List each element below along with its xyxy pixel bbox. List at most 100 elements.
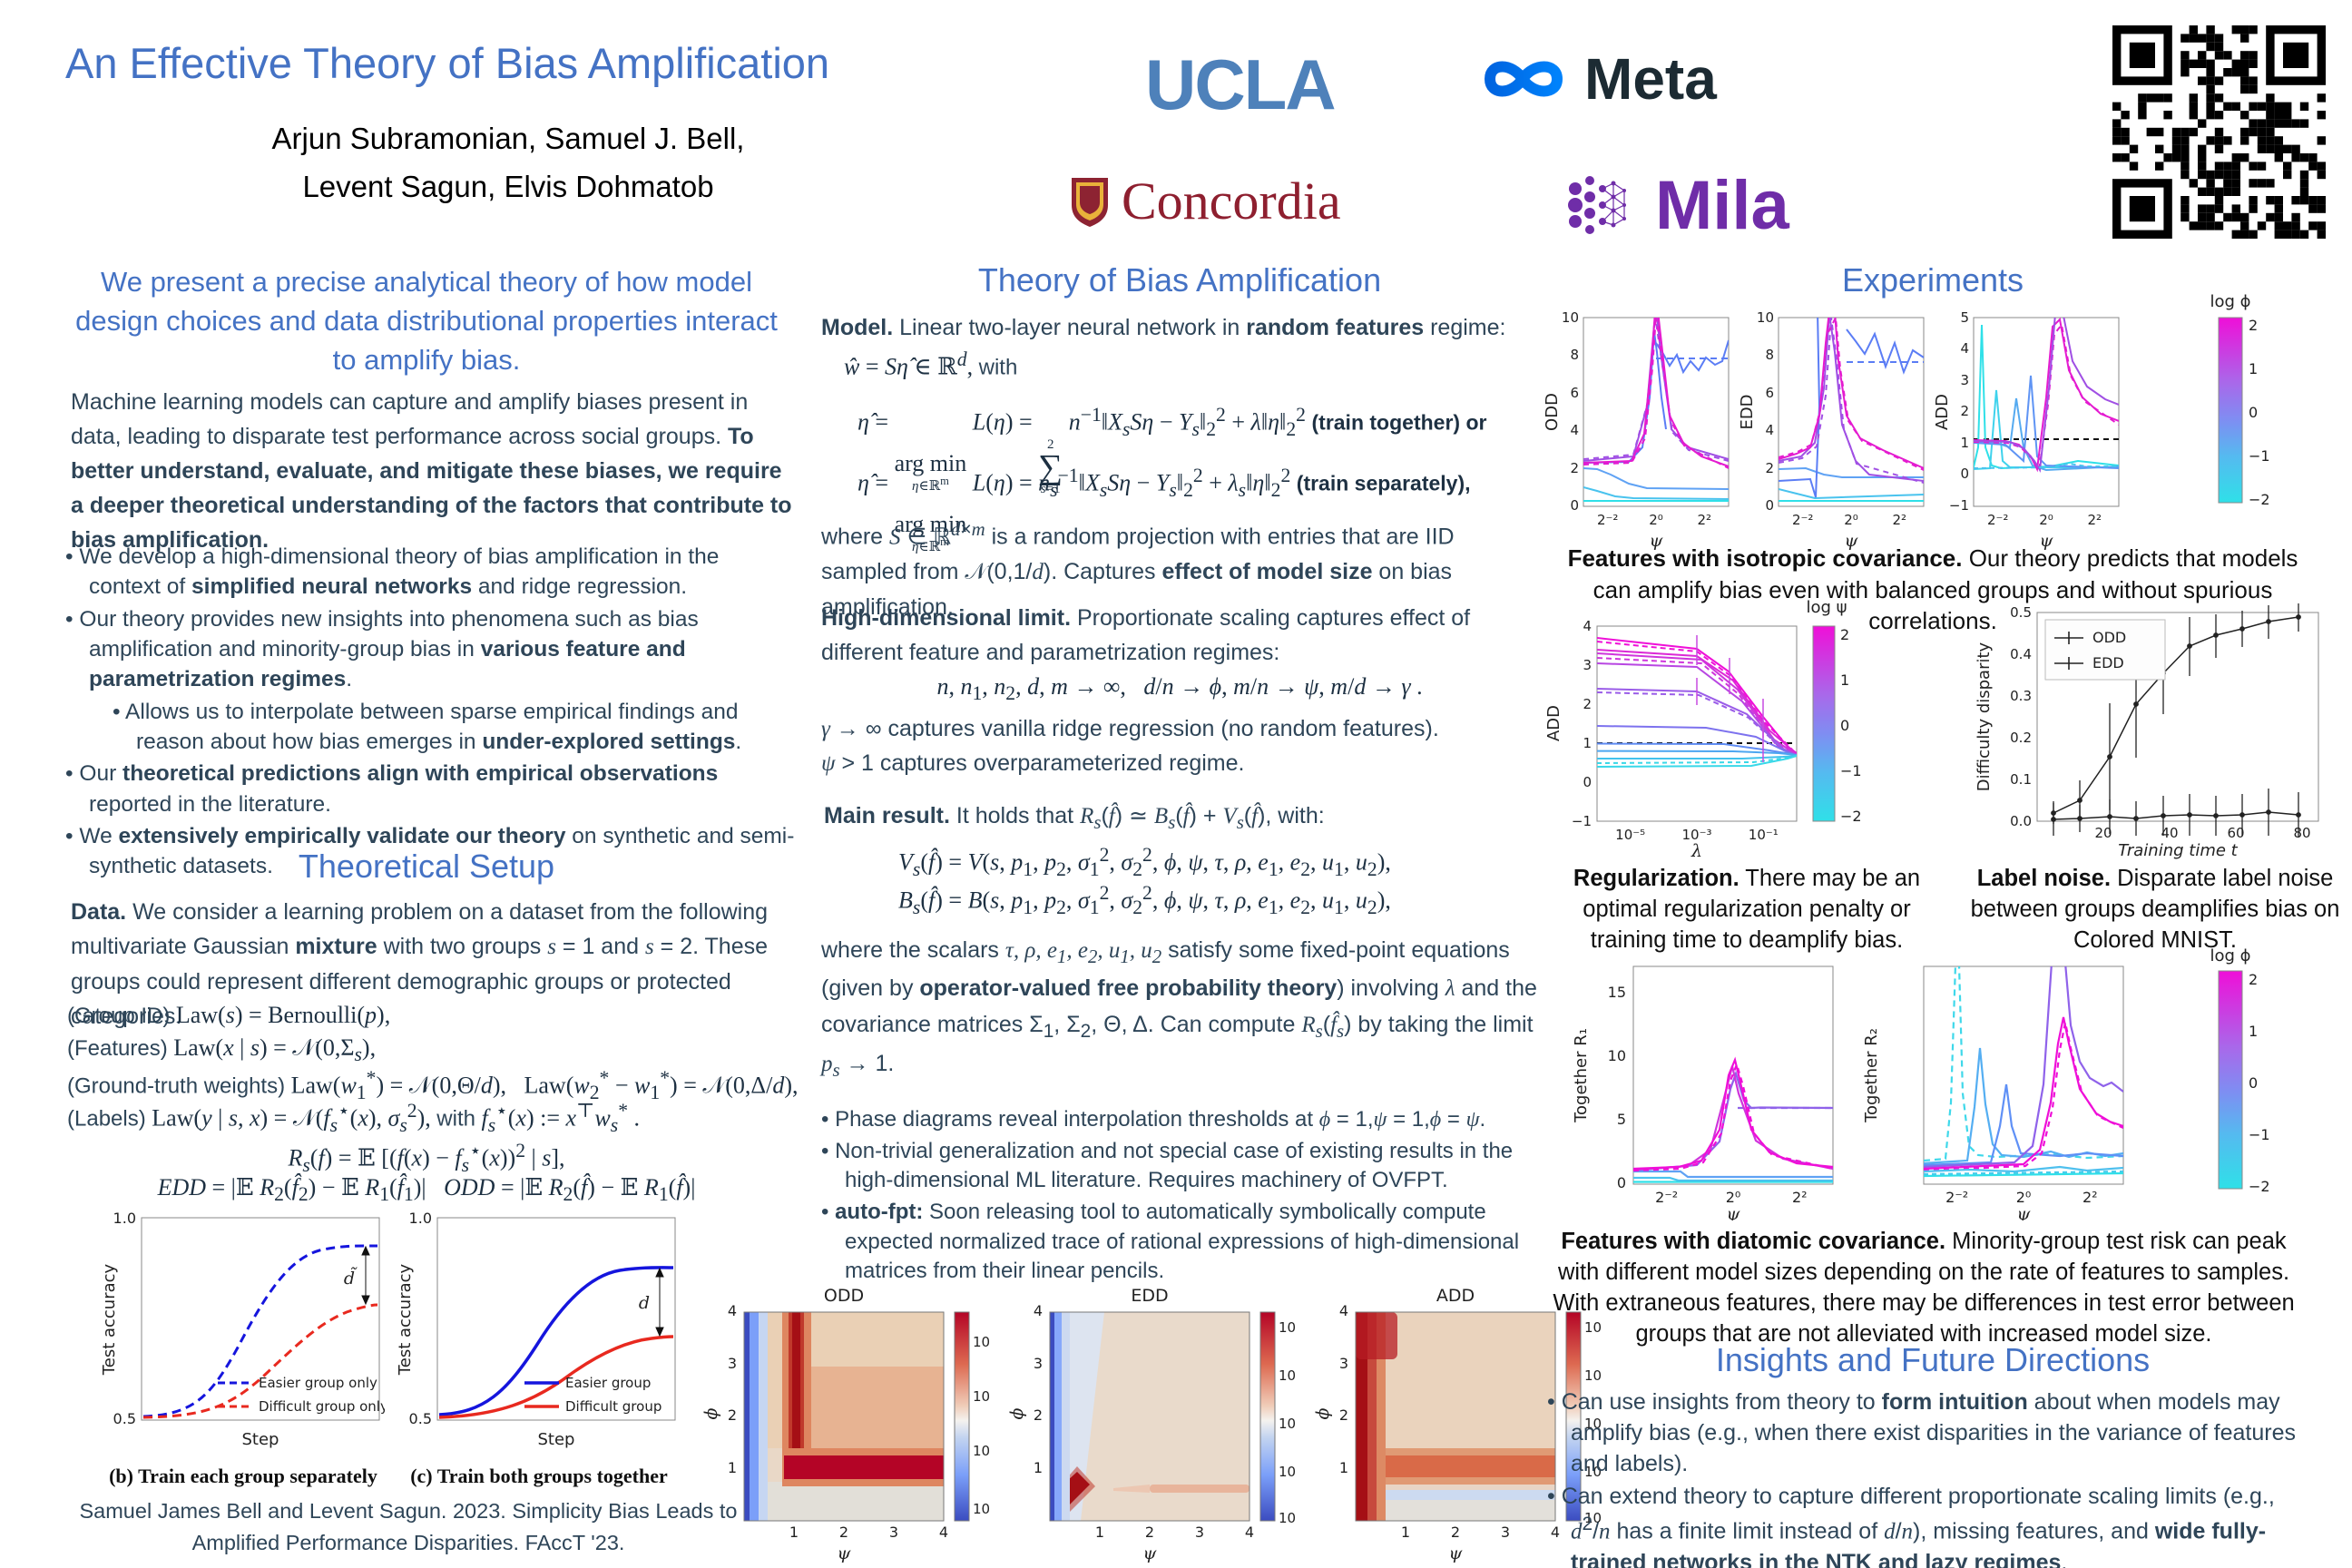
curves xyxy=(1633,1056,1833,1183)
tick-label: 10⁻³ xyxy=(1681,827,1711,843)
tick-label: 10⁻³ xyxy=(973,1501,989,1517)
insights-list: Can use insights from theory to form int… xyxy=(1547,1387,2314,1568)
tick-label: 2 xyxy=(2249,971,2258,988)
list-item: We develop a high-dimensional theory of … xyxy=(65,542,796,603)
x-axis-label: ψ xyxy=(2040,531,2054,551)
edd-series xyxy=(2051,603,2301,824)
tick-label: 2² xyxy=(1698,512,1712,528)
tick-label: 1.0 xyxy=(409,1210,432,1227)
tick-label: 40 xyxy=(2161,825,2178,841)
x-ticks: 2⁻² 2⁰ 2² 2⁻² 2⁰ 2² ψ ψ xyxy=(1655,1189,2097,1220)
regularization-plot: log ψ ADD 4 3 2 1 0 −1 xyxy=(1544,598,1862,859)
curves xyxy=(1779,318,1924,502)
x-axis-label: ψ xyxy=(2017,1204,2032,1220)
y-axis-label: ϕ xyxy=(1007,1407,1027,1419)
colorbar-label: log ϕ xyxy=(2210,948,2250,965)
equation-labels: (Labels) Law(y | s, x) = 𝒩(fs⋆(x), σs2),… xyxy=(67,1100,641,1136)
equation-features: (Features) Law(x | s) = 𝒩(0,Σs), xyxy=(67,1034,377,1066)
tick-label: 0 xyxy=(1617,1174,1626,1191)
curve-difficult xyxy=(438,1335,674,1419)
list-item: We extensively empirically validate our … xyxy=(65,821,796,882)
legend: Easier group Difficult group xyxy=(524,1375,662,1415)
tick-label: −2 xyxy=(2249,1178,2270,1195)
colorbar xyxy=(1259,1311,1276,1522)
caption-diatomic: Features with diatomic covariance. Minor… xyxy=(1553,1229,2295,1347)
tick-label: 0.5 xyxy=(113,1410,136,1427)
legend-label: EDD xyxy=(2092,654,2124,671)
heatmap-area xyxy=(1049,1311,1250,1522)
tick-label: 2⁰ xyxy=(1844,512,1858,528)
heatmap-area xyxy=(743,1311,945,1522)
equation-risk: Rs(f) = 𝔼 [(f(x) − fs⋆(x))2 | s], xyxy=(288,1140,565,1176)
intro-paragraph: Machine learning models can capture and … xyxy=(71,389,792,553)
tick-label: 1.0 xyxy=(113,1210,136,1227)
tick-label: 0.5 xyxy=(409,1410,432,1427)
mila-wordmark: Mila xyxy=(1655,166,1789,244)
figure-train-separately: 1.0 0.5 Test accuracy Step d̃ Easier gro… xyxy=(102,1210,385,1449)
tick-label: 4 xyxy=(1034,1302,1043,1319)
gap-arrow xyxy=(361,1245,370,1306)
curves xyxy=(1924,966,2123,1178)
legend-label: Easier group only xyxy=(259,1375,377,1391)
y-axis-label: EDD xyxy=(1738,394,1757,429)
tick-label: 2⁰ xyxy=(1649,512,1663,528)
experiments-row1: ODD 10 8 6 4 2 0 EDD 10 8 6 4 2 0 xyxy=(1543,292,2270,551)
section-heading-theoretical-setup: Theoretical Setup xyxy=(298,848,555,885)
section-heading-experiments: Experiments xyxy=(1841,261,2024,299)
tick-label: 2² xyxy=(2088,512,2102,528)
tick-label: 2⁰ xyxy=(2039,512,2053,528)
tick-label: 0 xyxy=(1960,466,1969,482)
legend-label: Easier group xyxy=(565,1375,651,1391)
tick-label: 2 xyxy=(1583,696,1592,712)
x-axis-label: ψ xyxy=(1449,1544,1464,1563)
equation-disparities: EDD = |𝔼 R2(f̂2) − 𝔼 R1(f̂1)| ODD = |𝔼 R… xyxy=(157,1174,696,1206)
gap-label: d̃ xyxy=(344,1268,358,1289)
tick-label: 0 xyxy=(1765,497,1774,514)
tick-label: 4 xyxy=(1570,422,1579,438)
gap-arrow xyxy=(655,1267,664,1338)
tick-label: 0 xyxy=(2249,1074,2258,1092)
tick-label: 20 xyxy=(2094,825,2112,841)
tick-label: 1 xyxy=(1339,1459,1348,1476)
colorbar xyxy=(2218,317,2243,504)
x-axis-label: ψ xyxy=(1727,1204,1741,1220)
tick-label: 0.2 xyxy=(2010,730,2032,746)
caption-regularization: Regularization. There may be an optimal … xyxy=(1573,866,1921,953)
tick-label: 4 xyxy=(1339,1302,1348,1319)
tick-label: 3 xyxy=(889,1524,898,1541)
chart-title: EDD xyxy=(1131,1287,1168,1306)
tick-label: 0 xyxy=(1840,717,1849,734)
chart-title: ADD xyxy=(1436,1287,1475,1306)
equation-scaling: n, n1, n2, d, m → ∞, d/n → ϕ, m/n → ψ, m… xyxy=(936,673,1423,705)
authors-line2: Levent Sagun, Elvis Dohmatob xyxy=(302,170,714,204)
equation-group-id: (Group ID) Law(s) = Bernoulli(p), xyxy=(67,1002,391,1028)
tick-label: 8 xyxy=(1765,347,1774,363)
tick-label: 10⁻⁸ xyxy=(1279,1464,1295,1480)
tick-label: 4 xyxy=(1583,618,1592,634)
equation-w: ŵ = Sη̂ ∈ ℝd, with xyxy=(844,348,1018,380)
tick-label: 10⁻¹ xyxy=(973,1443,989,1459)
tick-label: 2⁻² xyxy=(1987,512,2008,528)
ucla-logo: UCLA xyxy=(1145,44,1337,124)
equation-weights: (Ground-truth weights) Law(w1*) = 𝒩(0,Θ/… xyxy=(67,1067,799,1103)
list-item: auto-fpt: Soon releasing tool to automat… xyxy=(821,1198,1547,1287)
curves xyxy=(1583,318,1729,502)
legend: ODD EDD xyxy=(2044,619,2166,681)
equation-train-together: η̂ = arg min η∈ℝm L(η) = 2 ∑ s=1 n−1‖XsSη −… xyxy=(858,404,1487,496)
tick-label: 0 xyxy=(1583,774,1592,790)
odd-series xyxy=(2051,789,2301,838)
theory-notes-list: Phase diagrams reveal interpolation thre… xyxy=(821,1105,1547,1289)
list-item: Can use insights from theory to form int… xyxy=(1547,1387,2314,1479)
curve-easier xyxy=(438,1266,674,1416)
tick-label: 0.3 xyxy=(2010,688,2032,704)
y-axis-label: Difficulty disparity xyxy=(1975,642,1994,791)
tick-label: −1 xyxy=(2249,1126,2270,1143)
chart-title: ODD xyxy=(824,1287,864,1306)
list-item-sub: Allows us to interpolate between sparse … xyxy=(113,697,796,758)
contribution-list: We develop a high-dimensional theory of … xyxy=(65,542,796,883)
colorbar-label: log ϕ xyxy=(2210,292,2250,311)
tick-label: 10⁻¹ xyxy=(1749,827,1779,843)
tick-label: 80 xyxy=(2293,825,2310,841)
tick-label: 0.0 xyxy=(2010,813,2032,829)
equation-variance: Vs(f̂) = V(s, p1, p2, σ12, σ22, ϕ, ψ, τ,… xyxy=(898,844,1391,880)
